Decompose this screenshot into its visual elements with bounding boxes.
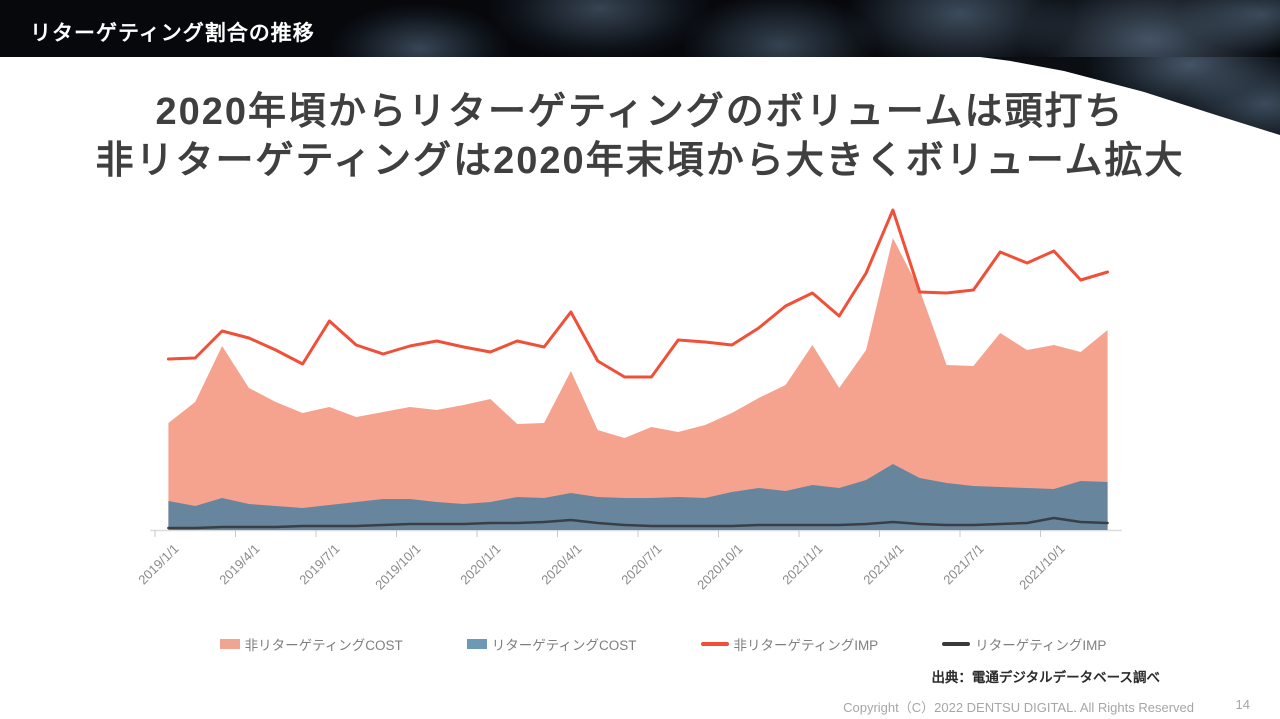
- non-retargeting-imp-swatch: [700, 642, 729, 646]
- page-number: 14: [1235, 697, 1250, 712]
- headline: 2020年頃からリターゲティングのボリュームは頭打ち 非リターゲティングは202…: [0, 88, 1280, 186]
- legend-item-retargeting-cost: リターゲティングCOST: [466, 634, 637, 654]
- source-note: 出典：電通デジタルデータベース調べ: [931, 670, 1160, 685]
- retargeting-imp-swatch: [942, 642, 971, 646]
- legend-label: 非リターゲティングIMP: [733, 638, 879, 653]
- non-retargeting-cost-swatch: [219, 639, 240, 649]
- area-retargeting-cost: [168, 464, 1108, 530]
- legend-label: リターゲティングCOST: [491, 638, 637, 653]
- legend-label: 非リターゲティングCOST: [244, 638, 403, 653]
- header-bar: リターゲティング割合の推移: [0, 0, 1280, 57]
- slide-title: リターゲティング割合の推移: [30, 22, 315, 45]
- copyright-text: Copyright（C）2022 DENTSU DIGITAL. All Rig…: [843, 700, 1194, 715]
- chart-legend: 非リターゲティングCOST リターゲティングCOST 非リターゲティングIMP リター…: [0, 634, 1280, 654]
- area-non-retargeting-cost: [168, 238, 1108, 530]
- line-retargeting-imp: [167, 516, 1109, 530]
- legend-item-retargeting-imp: リターゲティングIMP: [942, 634, 1106, 654]
- retargeting-cost-swatch: [466, 639, 487, 649]
- legend-item-non-retargeting-cost: 非リターゲティングCOST: [219, 634, 403, 654]
- legend-item-non-retargeting-imp: 非リターゲティングIMP: [700, 634, 879, 654]
- line-non-retargeting-imp: [166, 208, 1110, 379]
- headline-line2: 非リターゲティングは2020年末頃から大きくボリューム拡大: [95, 140, 1185, 182]
- headline-line1: 2020年頃からリターゲティングのボリュームは頭打ち: [155, 91, 1125, 133]
- legend-label: リターゲティングIMP: [975, 638, 1107, 653]
